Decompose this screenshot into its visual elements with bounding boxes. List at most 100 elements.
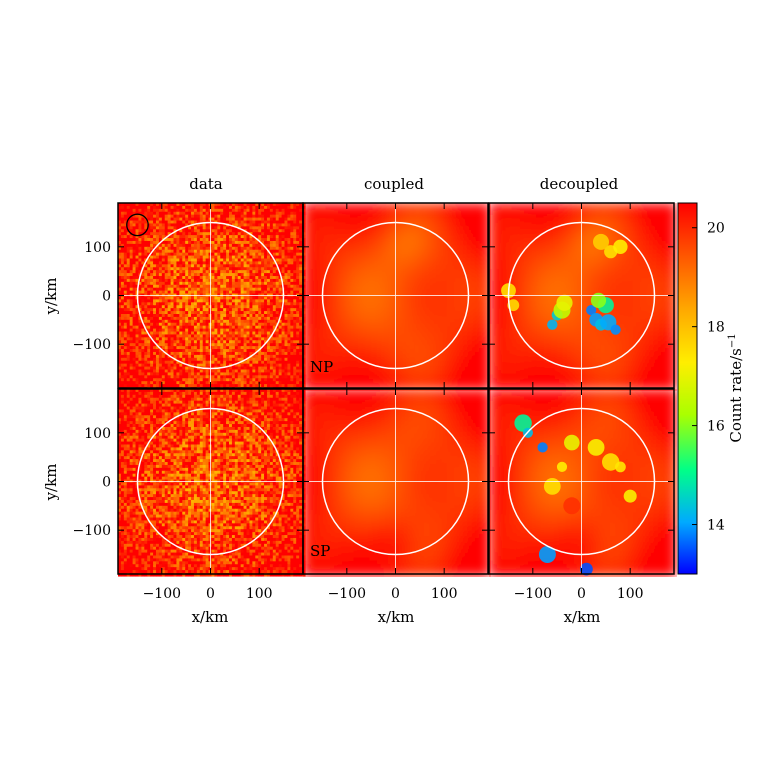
heatmap-cell — [170, 223, 175, 227]
heatmap-cell — [278, 205, 283, 210]
heatmap-cell — [261, 220, 265, 225]
heatmap-cell — [214, 226, 218, 230]
heatmap-cell — [237, 229, 242, 233]
heatmap-cell — [365, 222, 370, 227]
heatmap-cell — [243, 223, 248, 227]
heatmap-cell — [226, 205, 230, 210]
heatmap-cell — [275, 229, 280, 233]
heatmap-cell — [147, 211, 151, 216]
heatmap-cell — [231, 267, 236, 271]
heatmap-cell — [261, 214, 265, 219]
heatmap-cell — [266, 255, 271, 260]
heatmap-cell — [310, 206, 316, 212]
heatmap-cell — [132, 205, 137, 210]
heatmap-cell — [373, 218, 378, 224]
heatmap-cell — [281, 220, 286, 225]
heatmap-cell — [435, 269, 440, 274]
heatmap-cell — [170, 258, 175, 263]
heatmap-cell — [153, 273, 157, 277]
heatmap-cell — [296, 217, 300, 222]
heatmap-cell — [158, 208, 163, 213]
heatmap-cell — [153, 211, 157, 216]
heatmap-cell — [170, 243, 175, 248]
heatmap-cell — [234, 205, 239, 210]
heatmap-cell — [249, 214, 253, 219]
heatmap-cell — [431, 269, 437, 274]
heatmap-cell — [388, 206, 394, 212]
heatmap-cell — [123, 276, 128, 280]
heatmap-cell — [144, 214, 148, 219]
heatmap-cell — [380, 226, 386, 231]
heatmap-cell — [400, 210, 405, 216]
heatmap-cell — [272, 232, 277, 236]
heatmap-cell — [173, 249, 178, 254]
heatmap-cell — [447, 261, 452, 266]
heatmap-cell — [176, 217, 180, 222]
heatmap-cell — [423, 218, 429, 224]
heatmap-cell — [275, 208, 280, 213]
heatmap-cell — [326, 226, 331, 231]
heatmap-cell — [167, 205, 172, 210]
heatmap-cell — [150, 205, 154, 210]
heatmap-cell — [326, 234, 331, 239]
heatmap-cell — [287, 217, 291, 222]
heatmap-cell — [211, 243, 215, 248]
heatmap-cell — [226, 270, 230, 274]
heatmap-cell — [155, 232, 160, 236]
heatmap-cell — [284, 246, 289, 251]
heatmap-cell — [158, 205, 163, 210]
heatmap-cell — [120, 232, 125, 236]
heatmap-cell — [193, 273, 198, 277]
heatmap-cell — [431, 210, 437, 216]
heatmap-cell — [205, 235, 210, 239]
heatmap-cell — [176, 270, 180, 274]
heatmap-cell — [264, 214, 268, 219]
heatmap-cell — [261, 217, 265, 222]
heatmap-cell — [290, 252, 294, 257]
heatmap-cell — [182, 249, 186, 254]
heatmap-cell — [415, 265, 421, 270]
heatmap-cell — [120, 211, 125, 216]
heatmap-cell — [226, 220, 230, 225]
heatmap-cell — [158, 232, 163, 236]
heatmap-cell — [404, 245, 409, 251]
heatmap-cell — [380, 249, 386, 255]
heatmap-cell — [237, 270, 242, 274]
heatmap-cell — [439, 230, 444, 235]
heatmap-cell — [427, 234, 433, 239]
heatmap-cell — [296, 258, 300, 263]
heatmap-cell — [264, 235, 268, 239]
heatmap-cell — [144, 226, 148, 230]
heatmap-cell — [423, 206, 429, 212]
heatmap-cell — [135, 226, 140, 230]
heatmap-cell — [474, 265, 479, 270]
heatmap-cell — [349, 249, 355, 255]
heatmap-cell — [341, 214, 347, 220]
heatmap-cell — [269, 211, 274, 216]
heatmap-cell — [120, 226, 125, 230]
heatmap-cell — [147, 240, 151, 245]
heatmap-cell — [252, 211, 256, 216]
heatmap-cell — [412, 241, 417, 247]
heatmap-cell — [138, 205, 142, 210]
heatmap-cell — [176, 246, 180, 251]
heatmap-cell — [412, 261, 417, 266]
heatmap-cell — [261, 246, 265, 251]
heatmap-cell — [357, 249, 363, 255]
heatmap-cell — [179, 249, 183, 254]
heatmap-cell — [299, 267, 303, 271]
heatmap-cell — [123, 226, 128, 230]
heatmap-cell — [217, 229, 221, 233]
heatmap-cell — [423, 210, 429, 216]
heatmap-cell — [191, 238, 195, 242]
heatmap-cell — [234, 249, 239, 254]
heatmap-cell — [318, 210, 324, 216]
heatmap-cell — [365, 253, 370, 259]
heatmap-cell — [349, 273, 355, 278]
heatmap-cell — [234, 264, 239, 268]
heatmap-cell — [266, 270, 271, 274]
heatmap-cell — [369, 214, 374, 220]
heatmap-cell — [220, 208, 224, 213]
heatmap-cell — [202, 211, 207, 216]
heatmap-cell — [482, 261, 487, 266]
